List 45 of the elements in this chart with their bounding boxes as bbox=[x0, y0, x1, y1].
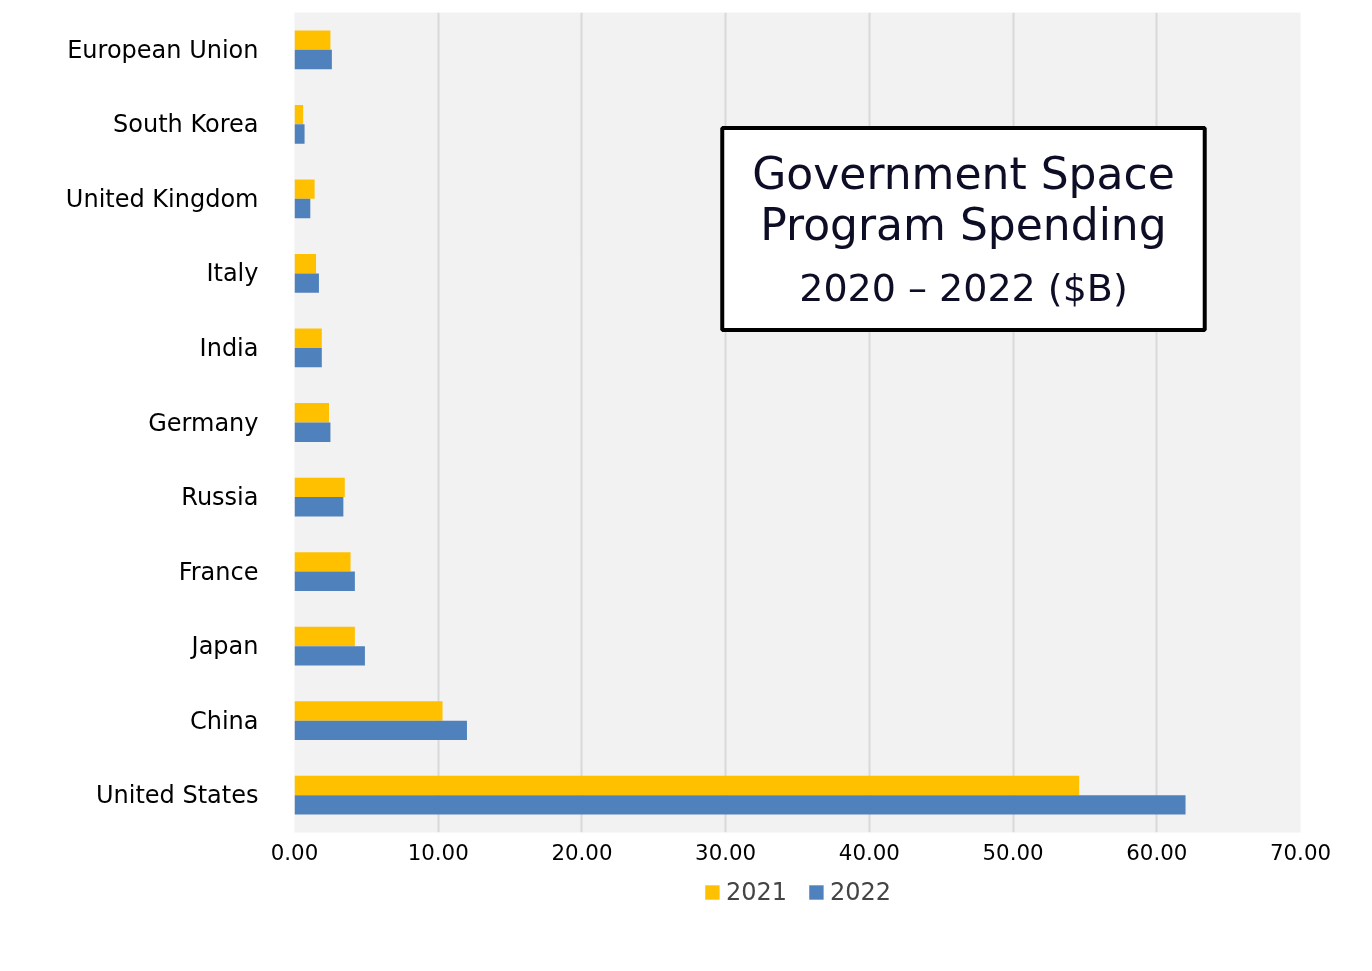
y-tick-label: European Union bbox=[67, 35, 259, 64]
bar bbox=[294, 273, 319, 293]
y-tick-label: South Korea bbox=[113, 110, 259, 139]
y-tick-label: Japan bbox=[189, 632, 259, 661]
legend-label: 2021 bbox=[725, 878, 787, 906]
bar bbox=[294, 720, 467, 741]
bar bbox=[294, 179, 315, 199]
text: Government Space Program Spending bbox=[752, 148, 1175, 251]
x-tick-label: 60.00 bbox=[1126, 839, 1188, 865]
bar bbox=[294, 403, 329, 423]
bar bbox=[294, 328, 322, 348]
bar bbox=[294, 497, 344, 517]
bar bbox=[294, 795, 1186, 815]
bar bbox=[294, 775, 1080, 796]
x-tick-label: 10.00 bbox=[407, 839, 469, 865]
x-tick-label: 70.00 bbox=[1269, 839, 1332, 865]
bar bbox=[294, 422, 331, 442]
y-tick-label: China bbox=[189, 706, 259, 735]
bar bbox=[294, 646, 365, 666]
bar bbox=[294, 124, 305, 144]
legend-label: 2022 bbox=[830, 878, 892, 906]
bar bbox=[294, 104, 304, 125]
x-tick-label: 20.00 bbox=[551, 839, 613, 865]
y-tick-label: India bbox=[199, 333, 259, 362]
y-tick-label: Italy bbox=[206, 259, 259, 288]
bar bbox=[294, 254, 317, 274]
x-tick-label: 30.00 bbox=[695, 839, 757, 865]
bar bbox=[294, 626, 355, 647]
y-tick-label: France bbox=[178, 557, 259, 586]
x-tick-label: 40.00 bbox=[838, 839, 900, 865]
bar bbox=[294, 347, 322, 368]
bar bbox=[294, 571, 355, 591]
x-tick-label: 50.00 bbox=[982, 839, 1044, 865]
y-tick-label: Germany bbox=[148, 408, 259, 437]
bar bbox=[294, 552, 351, 572]
x-tick-label: 0.00 bbox=[270, 839, 319, 865]
bar bbox=[294, 701, 443, 721]
bar bbox=[294, 30, 331, 50]
bar bbox=[294, 198, 311, 219]
text: 2020 – 2022 ($B) bbox=[799, 266, 1128, 311]
bar bbox=[294, 49, 332, 70]
y-tick-label: Russia bbox=[181, 483, 259, 512]
y-tick-label: United Kingdom bbox=[65, 184, 259, 213]
bar bbox=[294, 477, 345, 498]
y-tick-label: United States bbox=[95, 781, 259, 810]
